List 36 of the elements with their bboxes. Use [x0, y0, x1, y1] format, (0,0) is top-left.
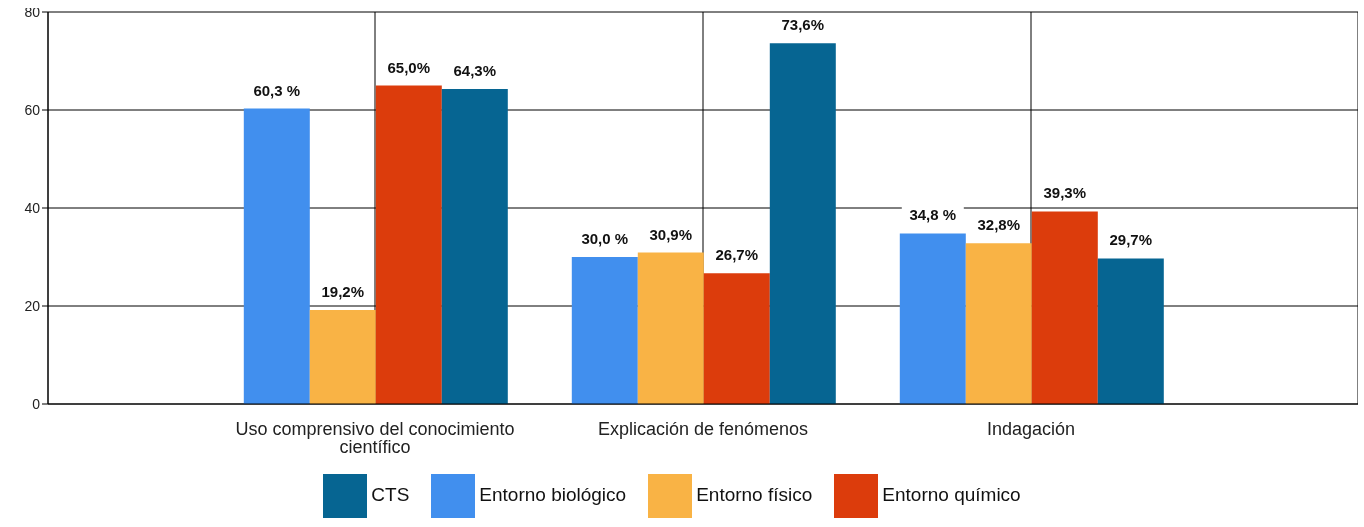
y-tick-label: 80	[24, 3, 41, 20]
bar	[965, 243, 1032, 404]
data-label: 26,7%	[715, 246, 759, 264]
bar	[1097, 258, 1164, 404]
bar	[769, 43, 836, 404]
bar	[1031, 211, 1098, 404]
data-label: 30,9%	[649, 225, 693, 243]
bar	[375, 85, 442, 404]
legend-label: CTS	[371, 484, 410, 506]
y-tick-label: 40	[24, 199, 41, 216]
data-label: 19,2%	[321, 282, 365, 300]
data-label: 34,8 %	[909, 206, 957, 224]
data-label: 65,0%	[387, 58, 431, 76]
data-label: 29,7%	[1109, 231, 1153, 249]
data-label: 30,0 %	[581, 230, 629, 247]
legend-label: Entorno químico	[882, 484, 1021, 506]
bar	[571, 257, 638, 404]
data-label: 64,3%	[453, 61, 497, 79]
y-tick-label: 0	[32, 395, 41, 412]
bar	[703, 273, 770, 404]
bar	[243, 108, 310, 404]
data-label: 73,6%	[781, 16, 825, 34]
y-tick-label: 60	[24, 101, 41, 118]
bar	[441, 88, 508, 404]
legend-label: Entorno biológico	[479, 484, 627, 506]
bar	[637, 252, 704, 404]
data-label: 39,3%	[1043, 184, 1087, 202]
bar	[309, 309, 376, 404]
x-tick-label: Uso comprensivo del conocimiento científico	[235, 418, 515, 457]
data-label: 60,3 %	[253, 81, 301, 99]
legend-label: Entorno físico	[696, 484, 813, 506]
x-tick-label: Explicación de fenómenos	[597, 418, 809, 439]
y-tick-label: 20	[24, 297, 41, 314]
data-label: 32,8%	[977, 216, 1021, 234]
bar	[899, 233, 966, 404]
x-tick-label: Indagación	[986, 418, 1076, 439]
